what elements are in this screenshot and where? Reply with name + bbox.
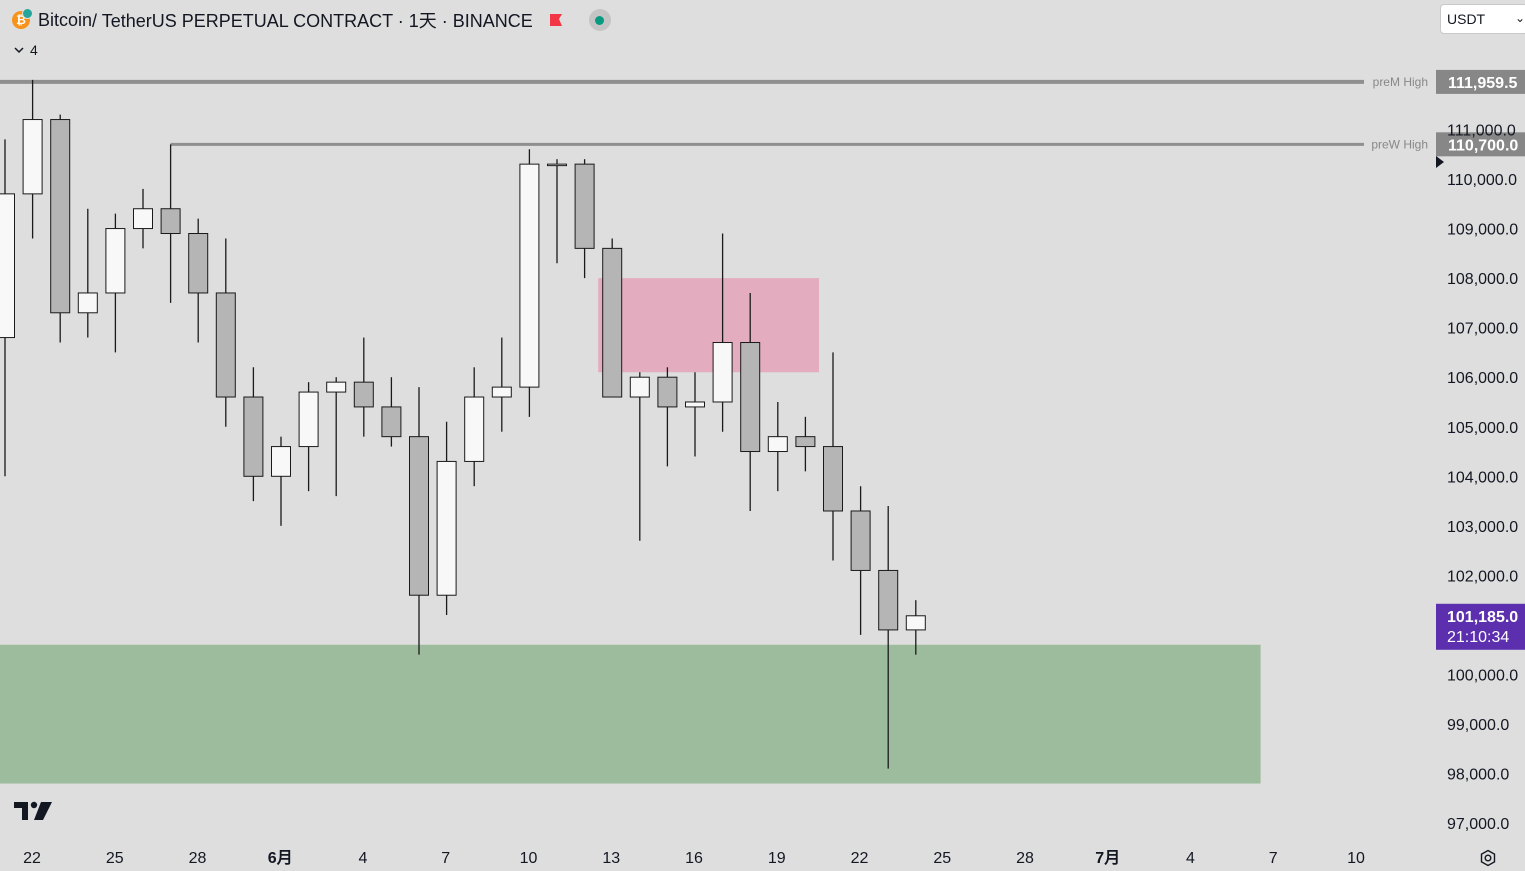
price-axis-label: 108,000.0 (1447, 271, 1518, 288)
candle-body (823, 446, 843, 512)
candle-body (409, 436, 429, 596)
level-price-tag (1436, 132, 1525, 157)
candle-body (188, 233, 209, 294)
candle-body (464, 396, 485, 462)
price-axis-label: 99,000.0 (1447, 717, 1509, 734)
candle-body (850, 510, 871, 571)
time-axis-label: 13 (602, 850, 620, 867)
level-price-text: 111,959.5 (1448, 75, 1518, 92)
candle-body (795, 436, 816, 448)
time-axis-label: 6月 (268, 849, 293, 867)
price-axis-label: 111,000.0 (1447, 122, 1516, 139)
countdown-timer: 21:10:34 (1447, 629, 1509, 646)
candle-body (0, 193, 15, 339)
candle-body (767, 436, 788, 453)
indicator-collapse-toggle[interactable]: 4 (14, 42, 38, 58)
candle-body (105, 228, 126, 294)
candle-body (436, 460, 457, 596)
price-axis-label: 103,000.0 (1447, 519, 1518, 536)
time-axis-label: 25 (106, 850, 124, 867)
candle-body (519, 163, 540, 388)
price-axis-label: 109,000.0 (1447, 222, 1518, 239)
candle-body (353, 381, 374, 408)
candle-body (685, 401, 705, 408)
symbol-description: / TetherUS PERPETUAL CONTRACT · 1天 · BIN… (92, 11, 533, 31)
candle-body (740, 342, 761, 453)
candle-body (657, 376, 678, 408)
demand-zone (0, 644, 1261, 784)
price-axis-label: 107,000.0 (1447, 321, 1518, 338)
candle-body (50, 119, 71, 314)
price-axis-label: 104,000.0 (1447, 469, 1518, 486)
tradingview-logo[interactable] (14, 800, 54, 822)
time-axis-label: 22 (23, 850, 41, 867)
currency-select[interactable]: USDT ⌄ (1440, 4, 1525, 34)
time-axis-label: 25 (933, 850, 951, 867)
time-axis-label: 28 (1016, 850, 1034, 867)
candle-body (133, 208, 153, 230)
price-axis-label: 97,000.0 (1447, 816, 1509, 833)
chevron-down-icon: ⌄ (1514, 11, 1525, 25)
candle-body (243, 396, 264, 477)
price-axis-label: 102,000.0 (1447, 568, 1518, 585)
last-price-tag (1436, 603, 1525, 650)
price-axis-label: 105,000.0 (1447, 420, 1518, 437)
time-axis-label: 4 (1186, 850, 1195, 867)
candle-body (547, 163, 567, 167)
level-price-tag (1436, 69, 1525, 94)
chart-title-bar[interactable]: ₿ Bitcoin / TetherUS PERPETUAL CONTRACT … (12, 8, 611, 32)
price-axis-label: 100,000.0 (1447, 668, 1518, 685)
supply-zone (598, 278, 819, 373)
candle-body (712, 342, 733, 403)
time-axis-label: 16 (685, 850, 703, 867)
currency-select-value: USDT (1447, 11, 1486, 27)
time-axis-label: 28 (189, 850, 207, 867)
candle-body (491, 386, 512, 398)
time-axis-label: 4 (359, 850, 368, 867)
price-axis-label: 110,000.0 (1447, 172, 1517, 189)
candle-body (629, 376, 650, 398)
time-axis-label: 7 (1269, 850, 1278, 867)
time-axis-label: 7月 (1095, 849, 1120, 867)
time-axis-label: 19 (768, 850, 786, 867)
time-axis-label: 7 (441, 850, 450, 867)
level-label: preM High (1373, 75, 1428, 89)
price-axis-label: 98,000.0 (1447, 767, 1509, 784)
candle-body (878, 569, 899, 631)
last-price-text: 101,185.0 (1447, 609, 1518, 626)
candle-body (271, 446, 291, 477)
price-axis-label: 106,000.0 (1447, 370, 1518, 387)
time-axis-label: 22 (851, 850, 869, 867)
candle-body (160, 208, 181, 235)
candle-body (326, 381, 347, 393)
gear-icon[interactable] (1478, 848, 1498, 868)
candle-body (381, 406, 402, 438)
chevron-down-icon (14, 47, 24, 54)
price-scale-marker-icon (1436, 156, 1444, 168)
indicator-count: 4 (30, 42, 38, 58)
candle-body (22, 119, 43, 195)
market-status-dot-icon[interactable] (588, 9, 611, 31)
level-label: preW High (1371, 137, 1428, 151)
bitcoin-icon: ₿ (12, 8, 33, 29)
symbol-name[interactable]: Bitcoin (38, 9, 93, 30)
time-axis-label: 10 (520, 850, 538, 867)
candle-body (602, 247, 623, 398)
candle-body (298, 391, 319, 448)
candle-body (574, 163, 595, 249)
level-price-text: 110,700.0 (1448, 137, 1518, 154)
flag-icon[interactable] (549, 13, 563, 27)
candle-body (77, 292, 98, 314)
time-axis-label: 10 (1347, 850, 1365, 867)
candle-body (905, 615, 926, 631)
candle-body (215, 292, 236, 398)
